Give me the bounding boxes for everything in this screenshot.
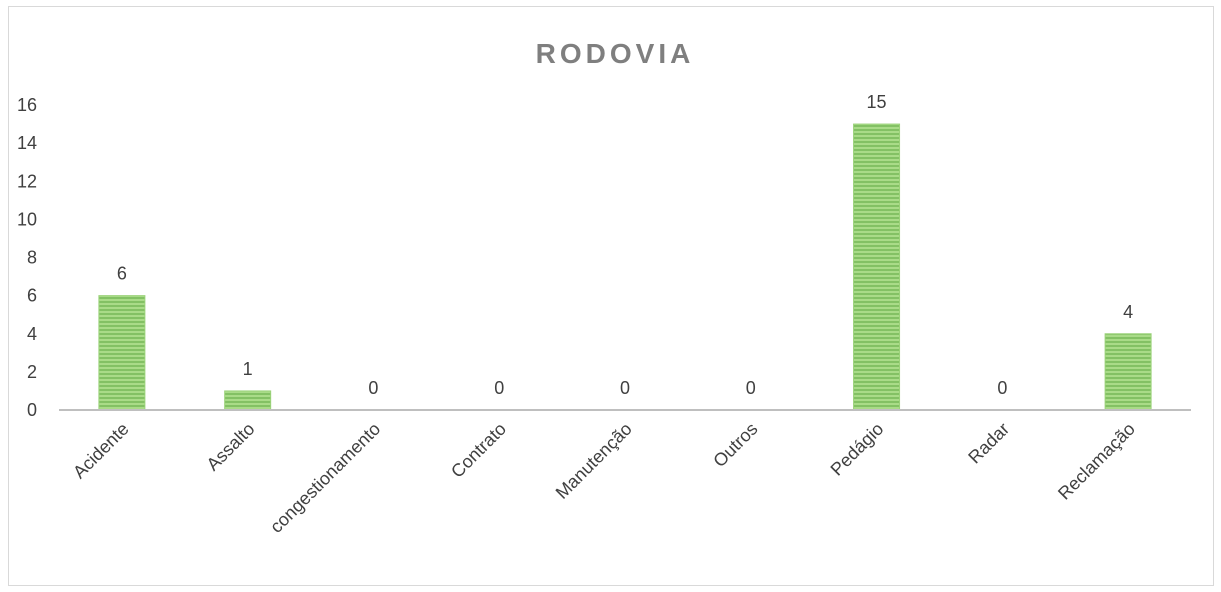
data-label: 0 — [494, 378, 504, 398]
x-axis-category-labels: Acidente Assalto congestionamento Contrato M… — [69, 419, 1139, 537]
x-tick-label: Acidente — [69, 419, 133, 483]
bars — [98, 123, 1152, 411]
y-tick-label: 10 — [17, 209, 37, 229]
y-tick-label: 6 — [27, 286, 37, 306]
data-label: 6 — [117, 264, 127, 284]
y-tick-label: 16 — [17, 95, 37, 115]
chart-frame: RODOVIA 0 2 4 6 8 10 12 14 16 6 1 0 0 0 0 15 0 4 Acident… — [8, 6, 1214, 586]
chart-title: RODOVIA — [536, 38, 695, 69]
data-label: 0 — [997, 378, 1007, 398]
data-label: 15 — [867, 92, 887, 112]
x-tick-label: Manutenção — [552, 419, 636, 503]
x-tick-label: Outros — [709, 419, 761, 471]
x-tick-label: Contrato — [447, 419, 510, 482]
data-label: 4 — [1123, 302, 1133, 322]
x-tick-label: Reclamação — [1054, 419, 1139, 504]
x-tick-label: Pedágio — [827, 419, 888, 480]
y-tick-label: 8 — [27, 248, 37, 268]
data-label: 0 — [368, 378, 378, 398]
x-tick-label: Assalto — [203, 419, 259, 475]
bar — [224, 390, 272, 411]
data-label: 0 — [746, 378, 756, 398]
x-tick-label: congestionamento — [266, 419, 384, 537]
bar — [98, 295, 146, 411]
y-tick-label: 2 — [27, 362, 37, 382]
y-tick-label: 0 — [27, 400, 37, 420]
y-tick-label: 12 — [17, 171, 37, 191]
y-tick-label: 4 — [27, 324, 37, 344]
data-labels: 6 1 0 0 0 0 15 0 4 — [117, 92, 1133, 398]
y-axis-ticks: 0 2 4 6 8 10 12 14 16 — [17, 95, 37, 420]
data-label: 1 — [243, 359, 253, 379]
data-label: 0 — [620, 378, 630, 398]
bar — [1104, 333, 1152, 411]
x-tick-label: Radar — [964, 419, 1013, 468]
bar — [853, 123, 901, 411]
y-tick-label: 14 — [17, 133, 37, 153]
